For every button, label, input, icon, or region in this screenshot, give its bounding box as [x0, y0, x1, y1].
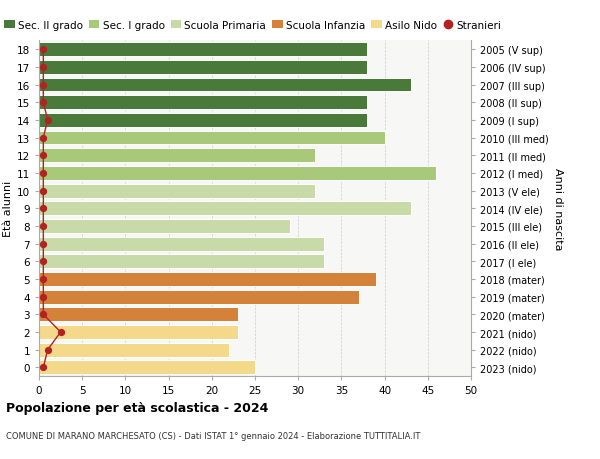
- Point: [38, 241, 48, 248]
- Point: [38, 46, 48, 54]
- Bar: [39, 325, 238, 339]
- Point: [38, 170, 48, 177]
- Point: [56, 329, 65, 336]
- Bar: [39, 43, 367, 57]
- Bar: [39, 219, 290, 233]
- Point: [38, 188, 48, 195]
- Bar: [39, 343, 229, 357]
- Point: [38, 134, 48, 142]
- Point: [38, 258, 48, 265]
- Y-axis label: Anni di nascita: Anni di nascita: [553, 168, 563, 250]
- Bar: [39, 78, 410, 92]
- Point: [38, 223, 48, 230]
- Bar: [39, 61, 367, 75]
- Legend: Sec. II grado, Sec. I grado, Scuola Primaria, Scuola Infanzia, Asilo Nido, Stran: Sec. II grado, Sec. I grado, Scuola Prim…: [0, 17, 506, 34]
- Text: Popolazione per età scolastica - 2024: Popolazione per età scolastica - 2024: [6, 402, 268, 414]
- Point: [38, 205, 48, 213]
- Point: [38, 276, 48, 283]
- Bar: [39, 131, 385, 145]
- Point: [43, 346, 52, 353]
- Point: [38, 364, 48, 371]
- Bar: [39, 149, 316, 163]
- Point: [38, 82, 48, 89]
- Text: COMUNE DI MARANO MARCHESATO (CS) - Dati ISTAT 1° gennaio 2024 - Elaborazione TUT: COMUNE DI MARANO MARCHESATO (CS) - Dati …: [6, 431, 421, 441]
- Point: [38, 64, 48, 72]
- Bar: [39, 237, 324, 251]
- Y-axis label: Età alunni: Età alunni: [2, 181, 13, 237]
- Point: [38, 311, 48, 319]
- Bar: [39, 185, 316, 198]
- Bar: [39, 290, 359, 304]
- Bar: [39, 114, 367, 128]
- Bar: [39, 361, 255, 375]
- Bar: [39, 255, 324, 269]
- Bar: [39, 202, 410, 216]
- Point: [38, 152, 48, 160]
- Point: [38, 293, 48, 301]
- Bar: [39, 167, 436, 180]
- Point: [43, 117, 52, 124]
- Bar: [39, 96, 367, 110]
- Bar: [39, 273, 376, 286]
- Point: [38, 99, 48, 106]
- Bar: [39, 308, 238, 322]
